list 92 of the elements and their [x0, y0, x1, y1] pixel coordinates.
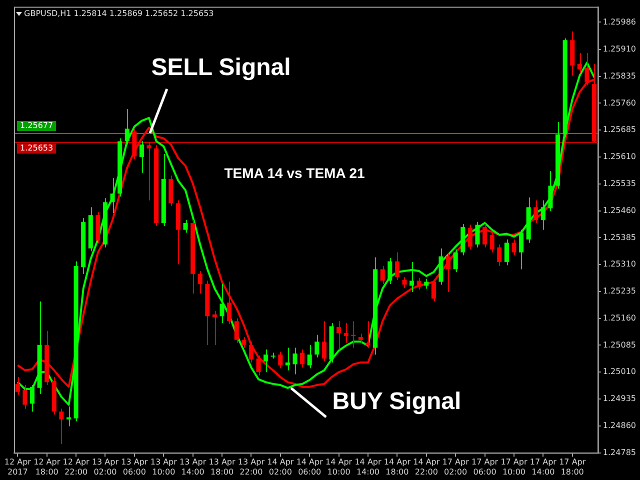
candlestick: [366, 320, 370, 348]
candlestick: [124, 108, 130, 145]
y-tick-label: 1.24935: [602, 394, 636, 404]
x-tick-label: 14 Apr 10:00: [326, 458, 353, 476]
candlestick: [139, 140, 144, 174]
candlestick: [548, 170, 553, 212]
candlestick: [468, 224, 472, 250]
candlestick: [534, 200, 538, 224]
candlestick: [402, 276, 407, 288]
candlestick: [183, 220, 188, 234]
x-tick-label: 13 Apr 18:00: [208, 458, 236, 476]
candlestick: [351, 320, 356, 348]
y-tick-label: 1.25685: [602, 125, 636, 134]
candlestick: [307, 344, 312, 369]
x-tick-label: 14 Apr 02:00: [267, 458, 294, 476]
y-tick-label: 1.25835: [602, 71, 636, 80]
y-tick-label: 1.24860: [602, 420, 636, 430]
x-tick-label: 14 Apr 22:00: [413, 458, 440, 476]
y-tick-label: 1.25385: [602, 232, 636, 242]
candlestick: [212, 310, 217, 346]
candlestick: [416, 277, 422, 290]
annotation: TEMA 14 vs TEMA 21: [224, 165, 365, 182]
candlestick: [146, 142, 152, 201]
candlestick: [497, 244, 502, 267]
x-tick-label: 14 Apr 06:00: [296, 458, 324, 476]
y-tick-label: 1.25610: [602, 152, 636, 162]
y-tick-label: 1.25986: [602, 17, 636, 26]
candlestick: [198, 270, 202, 294]
y-tick-label: 1.25760: [602, 98, 636, 108]
chart-title: GBPUSD,H1 1.25814 1.25869 1.25652 1.25653: [24, 8, 214, 18]
candlestick: [344, 322, 348, 344]
x-tick-label: 14 Apr 14:00: [354, 458, 382, 476]
x-tick-label: 17 Apr 10:00: [500, 458, 528, 476]
y-tick-label: 1.25535: [602, 178, 636, 188]
candlestick: [314, 334, 320, 358]
x-tick-label: 13 Apr 06:00: [121, 458, 148, 476]
y-tick-label: 1.25235: [602, 286, 636, 296]
candlestick: [110, 177, 115, 214]
candlestick: [234, 318, 239, 344]
y-tick-label: 1.25910: [602, 44, 636, 54]
x-tick-label: 12 Apr 18:00: [34, 458, 61, 476]
candlestick: [278, 351, 283, 369]
annotation: SELL Signal: [151, 54, 291, 82]
candlestick: [248, 341, 254, 363]
x-tick-label: 13 Apr 14:00: [180, 458, 207, 476]
candlestick: [475, 221, 480, 248]
candlestick: [242, 336, 246, 348]
x-tick-label: 13 Apr 10:00: [150, 458, 178, 476]
y-tick-label: 1.24785: [602, 448, 636, 457]
candlestick: [22, 384, 28, 410]
candlestick: [540, 200, 546, 230]
y-tick-label: 1.25010: [602, 367, 636, 376]
x-tick-label: 17 Apr 14:00: [530, 458, 558, 476]
x-tick-label: 17 Apr 06:00: [472, 458, 499, 476]
candlestick: [59, 408, 64, 444]
y-tick-label: 1.25310: [602, 260, 636, 269]
candlestick: [410, 262, 414, 292]
x-tick-label: 13 Apr 02:00: [92, 458, 120, 476]
candlestick: [512, 238, 516, 256]
x-tick-label: 14 Apr 18:00: [384, 458, 412, 476]
candlestick: [264, 349, 268, 373]
candlestick: [336, 320, 342, 350]
candlestick: [380, 266, 385, 284]
candlestick: [431, 278, 436, 302]
candlestick: [285, 347, 290, 371]
candlestick: [322, 320, 326, 362]
candlestick: [256, 355, 261, 376]
x-tick-label: 17 Apr 02:00: [442, 458, 470, 476]
candlestick: [292, 347, 298, 375]
y-tick-label: 1.25160: [602, 313, 636, 322]
candlestick: [577, 52, 582, 74]
candlestick: [453, 249, 458, 273]
candlestick: [490, 231, 494, 253]
y-tick-label: 1.25460: [602, 206, 636, 215]
candlestick: [15, 376, 20, 396]
candlestick: [220, 283, 224, 324]
candlestick: [446, 252, 451, 292]
y-tick-label: 1.25085: [602, 340, 636, 350]
candlestick: [519, 229, 524, 270]
candlestick: [482, 224, 488, 248]
x-tick-label: 17 Apr 18:00: [559, 458, 586, 476]
x-tick-label: 12 Apr 2017: [4, 458, 32, 476]
ref-line-label: 1.25653: [20, 144, 54, 153]
candlestick: [394, 252, 400, 280]
candlestick: [504, 238, 509, 266]
x-tick-label: 12 Apr 22:00: [62, 458, 90, 476]
candlestick: [300, 349, 305, 368]
annotation: BUY Signal: [332, 388, 462, 416]
x-tick-label: 13 Apr 22:00: [238, 458, 266, 476]
ref-line-label: 1.25677: [20, 121, 54, 130]
candlestick: [227, 281, 232, 325]
candlestick: [388, 258, 392, 284]
